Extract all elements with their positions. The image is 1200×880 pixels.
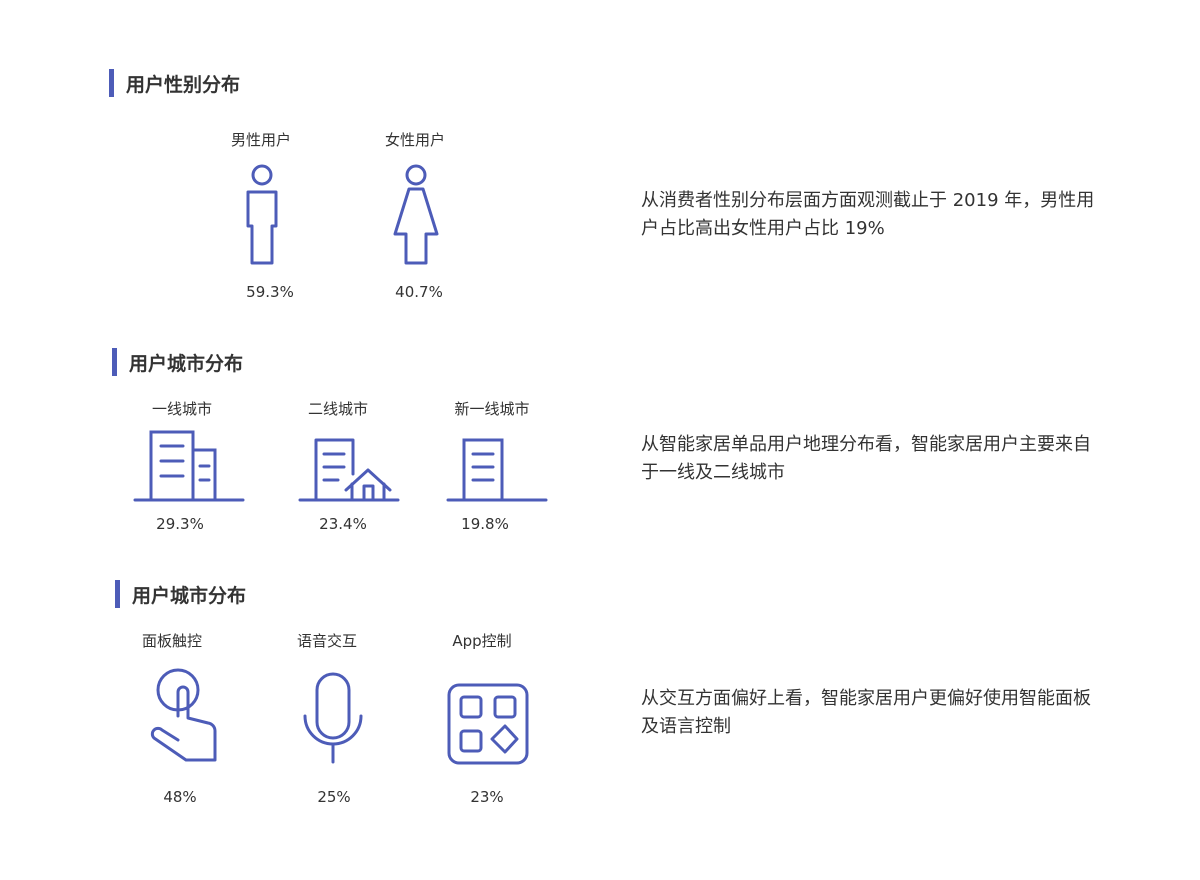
new-tier1-city-building-icon [446, 438, 548, 502]
city-description: 从智能家居单品用户地理分布看，智能家居用户主要来自于一线及二线城市 [641, 434, 1091, 483]
section-title-text: 用户性别分布 [126, 73, 241, 96]
section-accent-bar [109, 69, 114, 97]
interaction-voice-value: 25% [317, 788, 351, 806]
item-label: 语音交互 [296, 632, 357, 650]
city-item-tier2-label: 二线城市 [273, 398, 403, 419]
section-title-interaction: 用户城市分布 [115, 580, 246, 608]
gender-item-female-label: 女性用户 [350, 129, 480, 150]
city-item-new-tier1-label: 新一线城市 [427, 398, 557, 419]
section-title-gender: 用户性别分布 [109, 69, 240, 97]
item-label: 二线城市 [307, 400, 368, 418]
interaction-item-voice-label: 语音交互 [262, 630, 392, 651]
female-user-icon [393, 164, 439, 265]
interaction-touch-value: 48% [163, 788, 197, 806]
tier1-city-buildings-icon [133, 430, 245, 502]
item-label: App控制 [452, 632, 512, 650]
gender-male-value: 59.3% [246, 283, 294, 301]
section-title-text: 用户城市分布 [132, 584, 247, 607]
interaction-app-value: 23% [470, 788, 504, 806]
city-tier2-value: 23.4% [319, 515, 367, 533]
gender-description: 从消费者性别分布层面方面观测截止于 2019 年，男性用户占比高出女性用户占比 … [641, 190, 1095, 239]
app-grid-icon [447, 683, 529, 765]
section-title-text: 用户城市分布 [129, 352, 244, 375]
item-label: 一线城市 [151, 400, 212, 418]
tier2-city-building-house-icon [298, 438, 400, 502]
city-tier1-value: 29.3% [156, 515, 204, 533]
item-label: 面板触控 [141, 632, 202, 650]
section-accent-bar [112, 348, 117, 376]
item-label: 女性用户 [384, 131, 445, 149]
city-new-tier1-value: 19.8% [461, 515, 509, 533]
gender-item-male-label: 男性用户 [196, 129, 326, 150]
touch-panel-hand-icon [150, 668, 217, 762]
section-accent-bar [115, 580, 120, 608]
interaction-item-touch-label: 面板触控 [107, 630, 237, 651]
microphone-icon [303, 672, 363, 764]
interaction-item-app-label: App控制 [417, 630, 547, 651]
gender-female-value: 40.7% [395, 283, 443, 301]
city-item-tier1-label: 一线城市 [117, 398, 247, 419]
item-label: 男性用户 [230, 131, 291, 149]
item-label: 新一线城市 [454, 400, 530, 418]
interaction-description: 从交互方面偏好上看，智能家居用户更偏好使用智能面板及语言控制 [641, 688, 1091, 737]
section-title-city: 用户城市分布 [112, 348, 243, 376]
male-user-icon [246, 164, 278, 265]
